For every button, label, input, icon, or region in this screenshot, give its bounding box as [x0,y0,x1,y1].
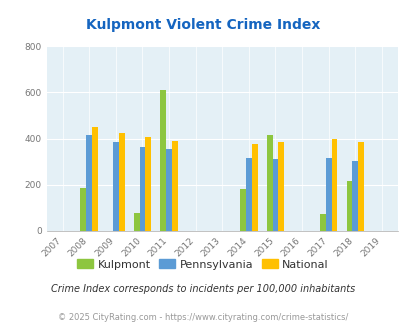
Bar [145,137,151,231]
Bar [80,188,86,231]
Bar [139,147,145,231]
Bar [346,182,352,231]
Bar [160,90,166,231]
Bar [357,142,363,231]
Bar [352,161,357,231]
Bar [278,142,284,231]
Bar [325,158,331,231]
Bar [92,127,98,231]
Bar [172,141,177,231]
Bar [166,149,172,231]
Text: © 2025 CityRating.com - https://www.cityrating.com/crime-statistics/: © 2025 CityRating.com - https://www.city… [58,313,347,322]
Bar [272,159,278,231]
Bar [245,158,251,231]
Bar [119,133,124,231]
Bar [133,213,139,231]
Bar [331,139,337,231]
Bar [239,189,245,231]
Bar [113,142,119,231]
Bar [266,135,272,231]
Legend: Kulpmont, Pennsylvania, National: Kulpmont, Pennsylvania, National [73,255,332,274]
Bar [319,214,325,231]
Bar [86,135,92,231]
Text: Kulpmont Violent Crime Index: Kulpmont Violent Crime Index [85,18,320,32]
Bar [251,145,257,231]
Text: Crime Index corresponds to incidents per 100,000 inhabitants: Crime Index corresponds to incidents per… [51,284,354,294]
